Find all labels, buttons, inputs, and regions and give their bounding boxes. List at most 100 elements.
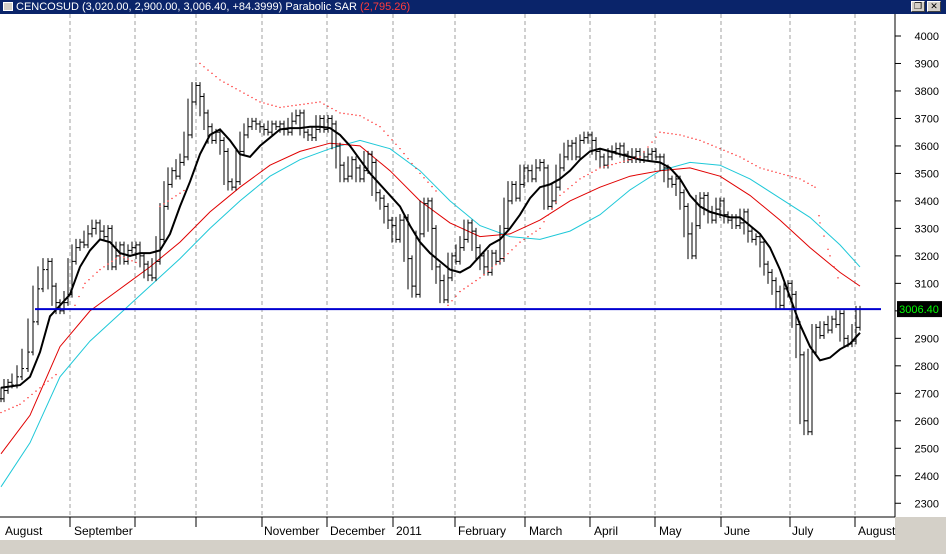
- sar-dot: [683, 135, 685, 137]
- y-tick-label: 2800: [915, 361, 939, 373]
- sar-dot: [723, 149, 725, 152]
- moving-average-line: [0, 125, 861, 389]
- sar-dot: [343, 112, 345, 115]
- sar-dot: [735, 154, 737, 156]
- sar-dot: [279, 106, 281, 109]
- sar-dot: [131, 260, 133, 262]
- sar-dot: [799, 178, 801, 180]
- sar-dot: [115, 257, 117, 260]
- sar-dot: [74, 304, 76, 307]
- sar-dot: [818, 215, 820, 217]
- sar-dot: [575, 181, 577, 183]
- sar-dot: [771, 170, 773, 172]
- price-chart[interactable]: 2300240025002600270028002900300031003200…: [0, 14, 946, 554]
- sar-dot: [323, 103, 325, 105]
- sar-dot: [283, 106, 285, 108]
- sar-dot: [351, 113, 353, 116]
- sar-dot: [459, 290, 461, 293]
- sar-dot: [751, 162, 753, 165]
- sar-dot: [311, 102, 313, 104]
- sar-dot: [455, 295, 457, 297]
- sar-dot: [403, 152, 405, 155]
- sar-dot: [267, 103, 269, 105]
- y-tick-label: 2900: [915, 333, 939, 345]
- sar-dot: [16, 404, 18, 407]
- sar-dot: [207, 69, 209, 71]
- y-tick-label: 3500: [915, 168, 939, 180]
- sar-dot: [755, 165, 757, 167]
- sar-dot: [219, 79, 221, 81]
- sar-dot: [579, 178, 581, 180]
- sar-dot: [239, 90, 241, 92]
- sar-dot: [423, 177, 425, 179]
- sar-dot: [747, 160, 749, 163]
- sar-dot: [399, 147, 401, 150]
- sar-dot: [487, 270, 489, 272]
- symbol-name: CENCOSUD: [16, 1, 79, 13]
- x-month-label: April: [594, 524, 618, 538]
- sar-dot: [183, 189, 185, 192]
- x-month-label: August: [858, 524, 896, 538]
- sar-dot: [163, 203, 165, 205]
- sar-dot: [39, 387, 41, 389]
- y-tick-label: 2400: [915, 471, 939, 483]
- sar-dot: [47, 380, 49, 382]
- sar-dot: [259, 101, 261, 103]
- sar-dot: [383, 130, 385, 132]
- y-tick-label: 3100: [915, 278, 939, 290]
- sar-dot: [327, 105, 329, 108]
- sar-dot: [687, 136, 689, 138]
- sar-dot: [43, 383, 45, 386]
- sar-dot: [179, 192, 181, 194]
- sar-dot: [31, 393, 33, 396]
- sar-dot: [447, 304, 449, 307]
- sar-dot: [759, 167, 761, 169]
- sar-dot: [667, 132, 669, 134]
- sar-dot: [255, 99, 257, 101]
- sar-dot: [419, 172, 421, 175]
- sar-dot: [19, 403, 21, 406]
- restore-window-button[interactable]: ❐: [911, 1, 925, 12]
- sar-dot: [251, 96, 253, 99]
- last-price-label: 3006.40: [899, 304, 939, 316]
- sar-dot: [4, 410, 6, 412]
- sar-dot: [707, 143, 709, 145]
- sar-dot: [833, 266, 835, 268]
- sar-dot: [99, 268, 101, 271]
- sar-dot: [523, 238, 525, 241]
- sar-dot: [619, 161, 621, 164]
- sar-dot: [167, 200, 169, 202]
- x-month-label: June: [724, 524, 750, 538]
- sar-dot: [691, 137, 693, 139]
- sar-dot: [92, 275, 94, 277]
- moving-average-line: [0, 142, 861, 455]
- sar-dot: [415, 167, 417, 170]
- sar-dot: [395, 143, 397, 145]
- sar-dot: [715, 146, 717, 148]
- sar-dot: [819, 222, 821, 224]
- sar-dot: [247, 94, 249, 97]
- sar-dot: [127, 258, 129, 260]
- sar-dot: [783, 173, 785, 176]
- sar-dot: [731, 152, 733, 155]
- sar-dot: [511, 249, 513, 251]
- sar-dot: [315, 101, 317, 104]
- sar-dot: [631, 158, 633, 160]
- y-tick-label: 3600: [915, 141, 939, 153]
- sar-dot: [463, 288, 465, 290]
- sar-dot: [159, 205, 161, 208]
- horizontal-level[interactable]: 3006.40: [35, 301, 942, 318]
- sar-dot: [295, 104, 297, 106]
- sar-dot: [651, 141, 653, 143]
- sar-dot: [339, 112, 341, 114]
- sar-dot: [291, 105, 293, 107]
- sar-dot: [479, 277, 481, 279]
- close-window-button[interactable]: ✕: [927, 1, 941, 12]
- sar-dot: [355, 114, 357, 116]
- sar-dot: [807, 182, 809, 185]
- sar-dot: [263, 102, 265, 104]
- y-tick-label: 2600: [915, 416, 939, 428]
- sar-dot: [555, 201, 557, 203]
- close-icon: ✕: [930, 1, 938, 11]
- sar-dot: [571, 184, 573, 187]
